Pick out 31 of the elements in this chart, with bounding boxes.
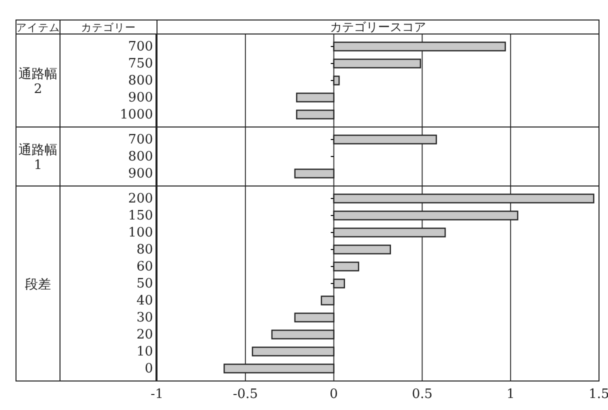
y-tick-label: 1000	[120, 108, 153, 123]
y-tick-label: 700	[128, 40, 153, 55]
y-tick-label: 900	[128, 90, 153, 106]
x-axis-title: カテゴリースコア	[330, 20, 426, 34]
y-tick-label: 80	[136, 242, 153, 258]
y-tick-label: 10	[136, 344, 153, 360]
y-axis-title: 段差	[25, 278, 51, 292]
y-tick-label: 150	[128, 208, 153, 224]
x-tick-label: -1	[150, 387, 164, 402]
y-tick-label: 40	[136, 294, 153, 309]
y-tick-label: 700	[128, 132, 153, 148]
y-tick-label: 800	[128, 74, 153, 89]
y-tick-label: 100	[128, 226, 153, 241]
y-tick-label: 900	[128, 166, 153, 182]
y-tick-label: 800	[128, 150, 153, 165]
x-tick-label: 0	[330, 387, 338, 402]
y-axis-title: 通路幅2	[18, 67, 58, 97]
y-tick-label: 0	[144, 362, 153, 377]
x-tick-label: 1.5	[588, 387, 608, 402]
x-tick-label: 1	[506, 387, 515, 402]
x-tick-label: 0.5	[412, 387, 433, 402]
y-tick-label: 750	[128, 56, 153, 72]
x-tick-label: -0.5	[232, 387, 258, 402]
y-tick-label: 30	[136, 310, 153, 326]
text: アイテム	[16, 22, 60, 34]
text: カテゴリー	[81, 22, 136, 34]
y-tick-label: 20	[136, 328, 153, 343]
y-axis-title: 通路幅1	[18, 143, 58, 173]
y-tick-label: 50	[136, 276, 153, 292]
y-tick-label: 200	[128, 192, 153, 207]
y-tick-label: 60	[136, 260, 153, 275]
